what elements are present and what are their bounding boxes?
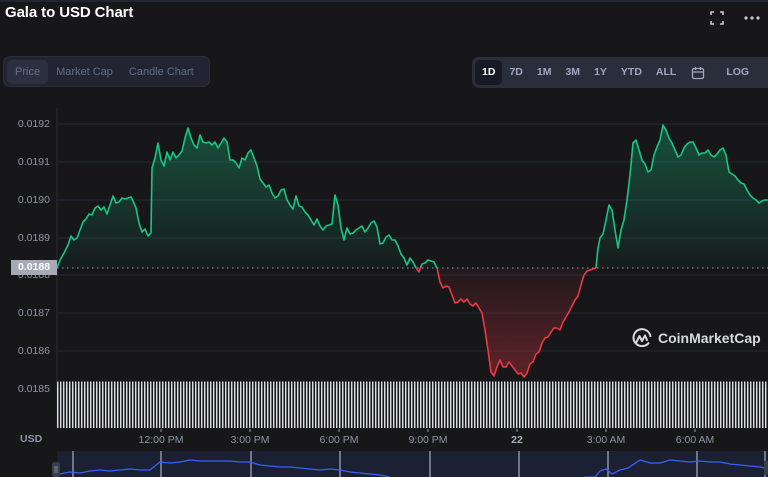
chart-type-tabs: Price Market Cap Candle Chart <box>3 56 210 87</box>
coinmarketcap-logo-icon <box>632 328 652 348</box>
x-tick-label-date: 22 <box>511 434 523 446</box>
log-scale-toggle[interactable]: LOG <box>726 66 750 78</box>
page-title: Gala to USD Chart <box>5 4 134 21</box>
y-tick-label: 0.0189 <box>17 232 50 244</box>
x-tick-label: 6:00 AM <box>675 434 715 446</box>
x-ticks <box>160 429 696 432</box>
y-tick-label: 0.0185 <box>17 383 50 395</box>
range-1m[interactable]: 1M <box>536 66 552 78</box>
watermark-text: CoinMarketCap <box>658 330 761 346</box>
tab-market-cap[interactable]: Market Cap <box>56 65 113 78</box>
range-1y[interactable]: 1Y <box>594 66 607 78</box>
calendar-icon[interactable] <box>683 60 713 85</box>
range-ytd[interactable]: YTD <box>620 66 642 78</box>
price-line-up-2 <box>593 124 768 268</box>
range-all[interactable]: ALL <box>655 66 677 78</box>
current-price-tag: 0.0188 <box>11 260 57 275</box>
price-line-up <box>57 127 438 268</box>
range-1d[interactable]: 1D <box>475 60 503 85</box>
x-tick-label: 3:00 PM <box>230 434 270 446</box>
range-3m[interactable]: 3M <box>565 66 581 78</box>
navigator-right-handle[interactable] <box>764 461 768 475</box>
y-tick-label: 0.0190 <box>17 194 50 206</box>
y-tick-label: 0.0186 <box>17 345 50 357</box>
tab-price[interactable]: Price <box>7 59 49 84</box>
x-tick-label: 3:00 AM <box>586 434 626 446</box>
range-7d[interactable]: 7D <box>509 66 523 78</box>
x-tick-label: 12:00 PM <box>138 434 184 446</box>
y-tick-label: 0.0192 <box>17 118 50 130</box>
x-tick-label: 6:00 PM <box>319 434 359 446</box>
y-tick-label: 0.0187 <box>17 307 50 319</box>
tab-candle-chart[interactable]: Candle Chart <box>128 65 194 78</box>
y-tick-label: 0.0191 <box>17 156 50 168</box>
navigator-left-handle[interactable] <box>52 462 60 477</box>
fullscreen-icon[interactable] <box>709 10 725 31</box>
price-line-down <box>415 268 597 378</box>
x-tick-label: 9:00 PM <box>408 434 448 446</box>
top-divider <box>0 0 768 2</box>
range-navigator[interactable] <box>52 451 768 477</box>
currency-label: USD <box>20 433 43 445</box>
more-icon[interactable] <box>743 9 761 30</box>
coinmarketcap-watermark: CoinMarketCap <box>631 327 761 349</box>
time-range-selector: 1D 7D 1M 3M 1Y YTD ALL LOG <box>472 57 768 88</box>
